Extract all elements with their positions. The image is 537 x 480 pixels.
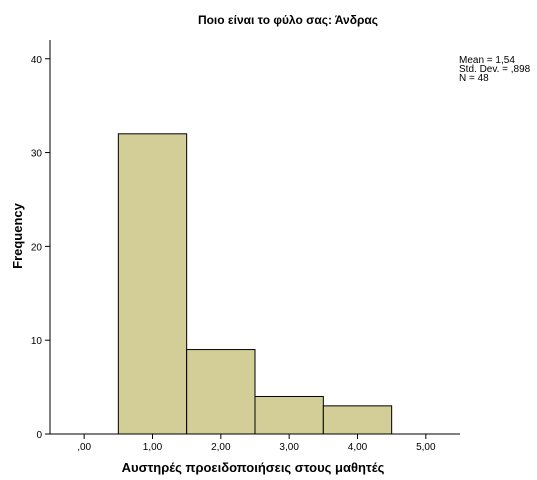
chart-title: Ποιο είναι το φύλο σας: Άνδρας: [198, 13, 378, 27]
histogram-bar: [117, 133, 188, 435]
stats-line: N = 48: [459, 73, 489, 84]
x-tick-label: 2,00: [211, 442, 231, 453]
y-ticks-group: 0 10 20 30 40: [31, 55, 50, 441]
axes-group: [49, 40, 460, 435]
y-tick-label: 40: [31, 55, 43, 66]
y-tick-label: 30: [31, 149, 43, 160]
histogram-bar: [186, 349, 256, 435]
y-axis-title: Frequency: [10, 202, 25, 269]
histogram-bar: [322, 405, 393, 435]
x-axis-title: Αυστηρές προειδοποιήσεις στους μαθητές: [122, 460, 385, 475]
y-tick-label: 20: [31, 242, 43, 253]
bars-group: [117, 133, 393, 435]
x-tick-label: 4,00: [348, 442, 368, 453]
stats-line: Std. Dev. = ,898: [459, 64, 531, 75]
x-tick-label: 5,00: [416, 442, 436, 453]
y-tick-label: 0: [36, 430, 42, 441]
histogram-bar: [254, 395, 324, 435]
x-ticks-group: ,00 1,00 2,00 3,00 4,00 5,00: [77, 434, 436, 453]
stats-line: Mean = 1,54: [459, 55, 515, 66]
x-tick-label: 1,00: [143, 442, 163, 453]
x-tick-label: 3,00: [279, 442, 299, 453]
x-tick-label: ,00: [77, 442, 91, 453]
y-tick-label: 10: [31, 336, 43, 347]
